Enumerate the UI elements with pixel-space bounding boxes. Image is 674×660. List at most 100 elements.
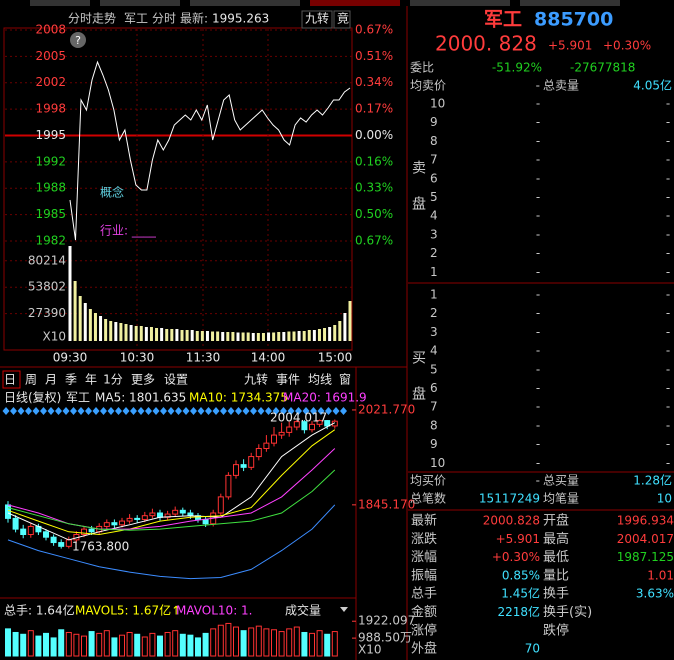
stat-value: 2000.828 bbox=[483, 514, 540, 528]
ma-line bbox=[7, 422, 336, 541]
period-tab[interactable]: 1分 bbox=[103, 373, 123, 387]
level-volume: - bbox=[666, 437, 670, 451]
period-tab[interactable]: 年 bbox=[85, 373, 97, 387]
volume-bar bbox=[200, 331, 204, 341]
stat-value: +0.30% bbox=[492, 550, 540, 564]
level-volume: - bbox=[666, 265, 670, 279]
stat-value: 70 bbox=[525, 642, 540, 656]
volume-bar bbox=[43, 632, 49, 657]
period-tab[interactable]: 月 bbox=[45, 373, 57, 387]
volume-header: 成交量 bbox=[285, 603, 321, 618]
tool-button-label: 九转 bbox=[305, 11, 329, 26]
row-value: - bbox=[536, 79, 540, 93]
marker-diamond bbox=[47, 407, 55, 415]
volume-bar bbox=[155, 328, 159, 341]
pct-label: 0.51% bbox=[355, 49, 393, 63]
volume-bar bbox=[78, 296, 82, 341]
kline-header: 军工 bbox=[66, 391, 90, 405]
tool-tab[interactable]: 窗 bbox=[339, 373, 351, 387]
level-volume: - bbox=[666, 306, 670, 320]
marker-diamond bbox=[122, 407, 130, 415]
tab-active[interactable] bbox=[2, 370, 21, 389]
marker-diamond bbox=[55, 407, 62, 415]
tool-button[interactable] bbox=[301, 10, 333, 29]
top-tab bbox=[410, 0, 510, 6]
candle-body bbox=[103, 522, 110, 527]
pct-label: 0.16% bbox=[355, 154, 393, 168]
candle-body bbox=[65, 539, 72, 547]
row-label: 总卖量 bbox=[543, 79, 579, 93]
marker-diamond bbox=[10, 407, 17, 415]
level-price: - bbox=[536, 97, 540, 111]
level-volume: - bbox=[666, 456, 670, 470]
tool-button-label: 竟 bbox=[337, 12, 349, 26]
stat-value: 1.01 bbox=[647, 568, 674, 582]
stat-label: 外盘 bbox=[411, 641, 437, 657]
level-volume: - bbox=[666, 362, 670, 376]
candle-body bbox=[263, 442, 270, 450]
volume-bar bbox=[179, 633, 186, 657]
price-line bbox=[69, 60, 351, 241]
time-label: 09:30 bbox=[53, 351, 88, 365]
level-price: - bbox=[536, 456, 540, 470]
header-text: 1995.263 bbox=[212, 12, 269, 26]
tool-tab[interactable]: 均线 bbox=[308, 373, 332, 387]
tool-tab[interactable]: 事件 bbox=[276, 373, 300, 387]
help-icon[interactable] bbox=[70, 32, 86, 48]
stat-label: 涨跌 bbox=[411, 531, 437, 547]
tool-button[interactable] bbox=[333, 10, 351, 29]
volume-bar bbox=[175, 329, 179, 341]
volume-bar bbox=[278, 631, 285, 657]
row-label: 均卖价 bbox=[410, 79, 446, 93]
y-tick-label: 2008 bbox=[35, 23, 66, 37]
level-volume: - bbox=[666, 381, 670, 395]
level-price: - bbox=[536, 209, 540, 223]
level-price: - bbox=[536, 325, 540, 339]
volume-bar bbox=[180, 330, 184, 341]
stat-label: 最高 bbox=[543, 531, 569, 547]
dropdown-arrow[interactable] bbox=[340, 607, 348, 612]
period-tab[interactable]: 更多 bbox=[131, 373, 155, 387]
stat-value: 1.45亿 bbox=[501, 586, 540, 601]
annotation: 概念 bbox=[100, 185, 124, 200]
marker-diamond bbox=[295, 407, 302, 415]
stat-value: 0.85% bbox=[502, 568, 540, 582]
volume-bar bbox=[312, 330, 316, 341]
volume-scale: X10 bbox=[43, 330, 67, 344]
volume-bar bbox=[231, 332, 235, 341]
row-value: -27677818 bbox=[570, 61, 635, 75]
level-volume: - bbox=[666, 153, 670, 167]
candle-body bbox=[88, 528, 95, 533]
volume-tick-label: 988.50万 bbox=[358, 631, 412, 645]
level-price: - bbox=[536, 246, 540, 260]
y-tick-label: 1988 bbox=[35, 181, 66, 195]
pct-label: 0.67% bbox=[355, 234, 393, 248]
stat-value: 2218亿 bbox=[497, 604, 540, 619]
high-label: 2004.017 bbox=[270, 411, 327, 425]
volume-bar bbox=[277, 332, 281, 341]
level-volume: - bbox=[666, 288, 670, 302]
row-label: 总笔数 bbox=[410, 491, 446, 506]
volume-bar bbox=[93, 313, 97, 341]
volume-bar bbox=[233, 626, 239, 657]
candle-body bbox=[233, 464, 239, 476]
candle-body bbox=[157, 512, 163, 518]
period-tab[interactable]: 日 bbox=[4, 373, 16, 387]
y-tick-label: 2005 bbox=[35, 49, 66, 63]
candle-body bbox=[301, 421, 308, 431]
level-volume: - bbox=[666, 134, 670, 148]
stat-value: 1987.125 bbox=[617, 550, 674, 564]
tool-tab[interactable]: 九转 bbox=[244, 372, 268, 387]
volume-bar bbox=[282, 332, 286, 341]
period-tab[interactable]: 季 bbox=[65, 373, 77, 387]
period-tab[interactable]: 周 bbox=[25, 373, 37, 387]
last-price: 2000. 828 bbox=[435, 32, 537, 56]
stat-label: 涨停 bbox=[411, 622, 437, 638]
ma-line bbox=[7, 429, 336, 536]
volume-bar bbox=[81, 635, 87, 657]
period-tab[interactable]: 设置 bbox=[164, 373, 188, 387]
volume-bar bbox=[111, 637, 118, 657]
candle-body bbox=[179, 509, 186, 514]
level-price: - bbox=[536, 288, 540, 302]
